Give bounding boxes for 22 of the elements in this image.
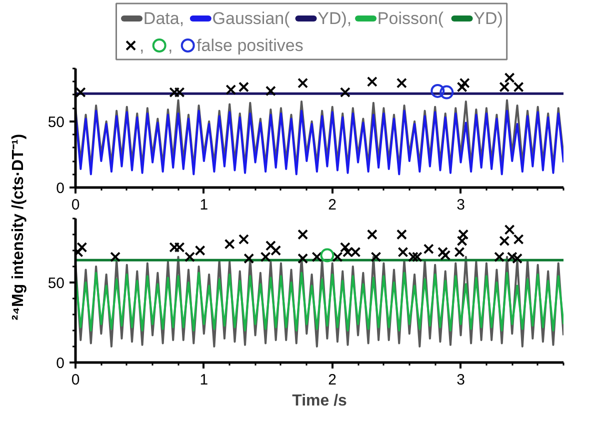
legend-label: YD), bbox=[318, 9, 352, 28]
x-tick-label: 3 bbox=[456, 196, 465, 214]
x-tick-label: 0 bbox=[71, 372, 80, 388]
x-tick-label: 2 bbox=[328, 196, 337, 214]
x-tick-label: 1 bbox=[200, 372, 208, 388]
x-tick-label: 3 bbox=[456, 372, 465, 388]
y-tick-label: 0 bbox=[56, 355, 64, 372]
legend-label: , bbox=[140, 36, 144, 56]
x-tick-label: 0 bbox=[71, 196, 80, 214]
legend-label: Poisson( bbox=[377, 9, 444, 28]
legend-label: Data, bbox=[143, 9, 184, 28]
y-axis-title: ²⁴Mg intensity /(cts·DT⁻¹) bbox=[10, 134, 27, 320]
y-tick-label: 50 bbox=[48, 275, 65, 292]
legend-label: false positives bbox=[196, 36, 304, 55]
y-tick-label: 0 bbox=[56, 180, 64, 197]
legend-label: YD) bbox=[474, 9, 503, 28]
x-tick-label: 2 bbox=[328, 372, 337, 388]
legend-label: Gaussian( bbox=[212, 9, 290, 28]
x-axis-title: Time /s bbox=[292, 392, 348, 410]
x-tick-label: 1 bbox=[200, 196, 208, 214]
legend-label: , bbox=[168, 36, 173, 56]
y-tick-label: 50 bbox=[48, 114, 65, 131]
